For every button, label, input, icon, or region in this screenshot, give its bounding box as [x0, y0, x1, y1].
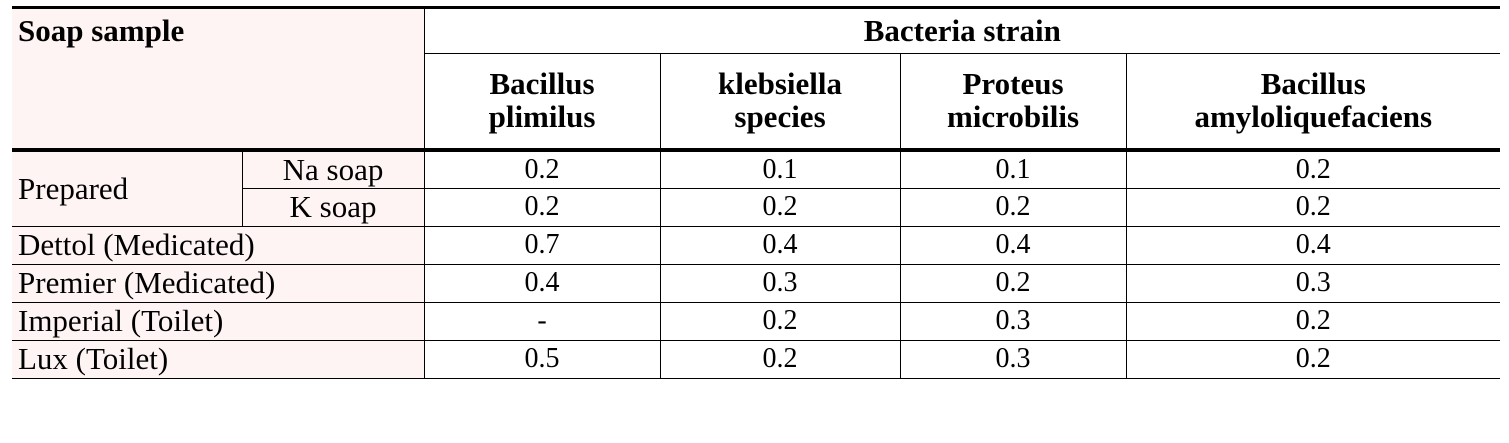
row-label: Lux (Toilet)	[12, 339, 425, 379]
value-cell: 0.2	[659, 187, 901, 227]
value-cell: 0.2	[659, 339, 901, 379]
header-bacteria-strain: Bacteria strain	[423, 6, 1501, 54]
value-cell: 0.2	[1125, 301, 1501, 341]
value-cell: 0.3	[899, 301, 1127, 341]
value-cell: 0.2	[1125, 187, 1501, 227]
value-cell: 0.3	[899, 339, 1127, 379]
strain-3-line2: microbilis	[946, 98, 1080, 134]
value-cell: 0.4	[423, 263, 661, 303]
value-cell: 0.2	[423, 187, 661, 227]
value-cell: 0.4	[899, 225, 1127, 265]
value-cell: 0.2	[899, 187, 1127, 227]
strain-1-line2: plimilus	[488, 98, 596, 134]
table-row: Dettol (Medicated) 0.7 0.4 0.4 0.4	[12, 225, 1501, 265]
value-cell: 0.2	[1125, 149, 1501, 189]
table-row: Premier (Medicated) 0.4 0.3 0.2 0.3	[12, 263, 1501, 303]
strain-4-line1: Bacillus	[1260, 66, 1366, 102]
value-cell: 0.7	[423, 225, 661, 265]
strain-4-line2: amyloliquefaciens	[1194, 98, 1433, 134]
row-label: Premier (Medicated)	[12, 263, 425, 303]
value-cell: 0.5	[423, 339, 661, 379]
row-label: K soap	[241, 187, 425, 227]
value-cell: -	[423, 301, 661, 341]
header-strain-3: Proteus microbilis	[899, 53, 1127, 152]
strain-1-line1: Bacillus	[489, 66, 595, 102]
table-row: Lux (Toilet) 0.5 0.2 0.3 0.2	[12, 339, 1501, 379]
strain-2-line2: species	[734, 98, 826, 134]
row-label: Dettol (Medicated)	[12, 225, 425, 265]
value-cell: 0.2	[423, 149, 661, 189]
table-row: Imperial (Toilet) - 0.2 0.3 0.2	[12, 301, 1501, 341]
row-label: Na soap	[241, 149, 425, 189]
strain-2-line1: klebsiella	[718, 66, 843, 102]
value-cell: 0.3	[1125, 263, 1501, 303]
value-cell: 0.4	[1125, 225, 1501, 265]
value-cell: 0.3	[659, 263, 901, 303]
header-strain-1: Bacillus plimilus	[423, 53, 661, 152]
header-strain-4: Bacillus amyloliquefaciens	[1125, 53, 1501, 152]
value-cell: 0.1	[899, 149, 1127, 189]
header-strain-2: klebsiella species	[659, 53, 901, 152]
antibacterial-table: Soap sample Bacteria strain Bacillus pli…	[12, 6, 1501, 379]
value-cell: 0.2	[1125, 339, 1501, 379]
value-cell: 0.4	[659, 225, 901, 265]
header-soap-sample: Soap sample	[12, 6, 425, 152]
table-row: Prepared Na soap 0.2 0.1 0.1 0.2	[12, 149, 1501, 227]
group-label-prepared: Prepared	[12, 149, 243, 227]
value-cell: 0.1	[659, 149, 901, 189]
value-cell: 0.2	[899, 263, 1127, 303]
strain-3-line1: Proteus	[962, 66, 1064, 102]
value-cell: 0.2	[659, 301, 901, 341]
row-label: Imperial (Toilet)	[12, 301, 425, 341]
